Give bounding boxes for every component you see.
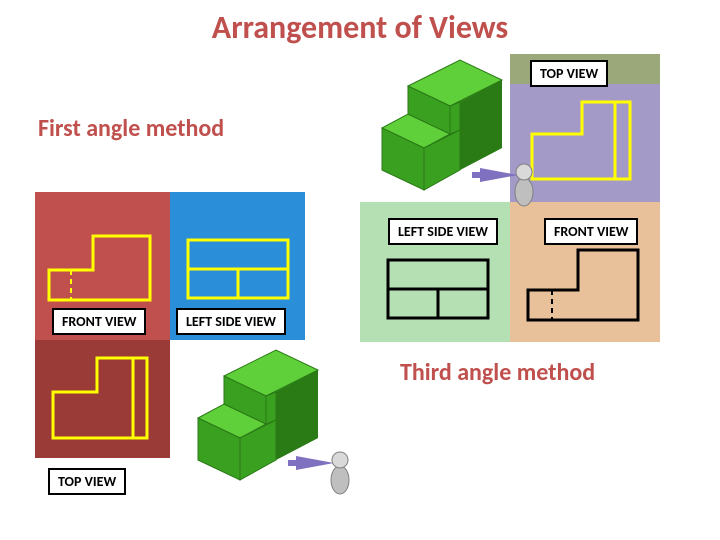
subtitle-first-angle: First angle method: [38, 114, 224, 143]
observer-icon-2: [286, 438, 356, 498]
subtitle-third-angle: Third angle method: [400, 358, 595, 387]
tag-front-view-mr: FRONT VIEW: [544, 218, 638, 245]
tag-front-view-bl: FRONT VIEW: [52, 308, 146, 335]
tag-top-view-tr: TOP VIEW: [530, 60, 608, 87]
observer-icon-1: [470, 150, 540, 210]
tag-left-side-mr: LEFT SIDE VIEW: [388, 218, 498, 245]
tag-top-view-bl: TOP VIEW: [48, 468, 126, 495]
page-title: Arrangement of Views: [0, 8, 720, 47]
tag-left-side-bl: LEFT SIDE VIEW: [176, 308, 286, 335]
panel-bl-darkred: [35, 340, 170, 458]
top-view-outline-yellow-2: [35, 340, 170, 458]
